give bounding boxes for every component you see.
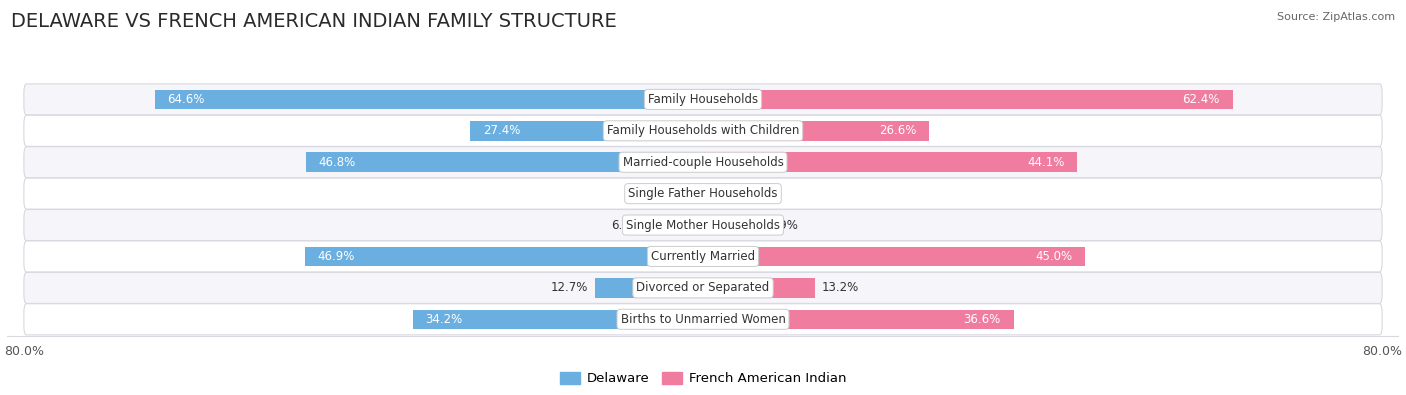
Text: 13.2%: 13.2% [823, 281, 859, 294]
Text: 6.9%: 6.9% [768, 218, 799, 231]
Bar [305, 247, 703, 266]
Text: DELAWARE VS FRENCH AMERICAN INDIAN FAMILY STRUCTURE: DELAWARE VS FRENCH AMERICAN INDIAN FAMIL… [11, 12, 617, 31]
Text: Source: ZipAtlas.com: Source: ZipAtlas.com [1277, 12, 1395, 22]
Bar [703, 310, 1014, 329]
Text: 62.4%: 62.4% [1182, 93, 1220, 106]
Bar [703, 247, 1085, 266]
Text: 34.2%: 34.2% [426, 313, 463, 326]
Text: 46.8%: 46.8% [319, 156, 356, 169]
Bar [682, 184, 703, 203]
FancyBboxPatch shape [24, 304, 1382, 335]
Bar [703, 184, 725, 203]
Text: 6.5%: 6.5% [612, 218, 641, 231]
Text: Family Households with Children: Family Households with Children [607, 124, 799, 137]
Legend: Delaware, French American Indian: Delaware, French American Indian [554, 367, 852, 390]
Bar [703, 215, 762, 235]
Bar [413, 310, 703, 329]
Text: 26.6%: 26.6% [879, 124, 917, 137]
Bar [648, 215, 703, 235]
Text: 27.4%: 27.4% [484, 124, 520, 137]
Text: Divorced or Separated: Divorced or Separated [637, 281, 769, 294]
Text: 64.6%: 64.6% [167, 93, 205, 106]
Bar [595, 278, 703, 297]
Text: Single Mother Households: Single Mother Households [626, 218, 780, 231]
Text: 45.0%: 45.0% [1035, 250, 1073, 263]
FancyBboxPatch shape [24, 272, 1382, 303]
Bar [703, 90, 1233, 109]
FancyBboxPatch shape [24, 147, 1382, 178]
Text: Currently Married: Currently Married [651, 250, 755, 263]
Bar [703, 121, 929, 141]
FancyBboxPatch shape [24, 115, 1382, 147]
Text: 44.1%: 44.1% [1028, 156, 1064, 169]
Bar [703, 278, 815, 297]
FancyBboxPatch shape [24, 84, 1382, 115]
Text: 2.6%: 2.6% [733, 187, 762, 200]
Bar [471, 121, 703, 141]
Bar [703, 152, 1077, 172]
Bar [155, 90, 703, 109]
Text: 46.9%: 46.9% [318, 250, 356, 263]
Text: Married-couple Households: Married-couple Households [623, 156, 783, 169]
Text: 12.7%: 12.7% [551, 281, 589, 294]
FancyBboxPatch shape [24, 209, 1382, 241]
FancyBboxPatch shape [24, 178, 1382, 209]
Bar [305, 152, 703, 172]
Text: Single Father Households: Single Father Households [628, 187, 778, 200]
Text: Family Households: Family Households [648, 93, 758, 106]
Text: 2.5%: 2.5% [645, 187, 675, 200]
FancyBboxPatch shape [24, 241, 1382, 272]
Text: 36.6%: 36.6% [963, 313, 1001, 326]
Text: Births to Unmarried Women: Births to Unmarried Women [620, 313, 786, 326]
